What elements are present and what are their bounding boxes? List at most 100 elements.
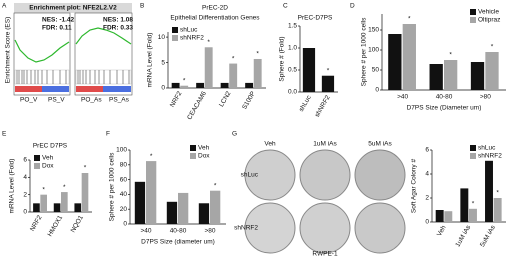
- legend-label: Dox: [198, 153, 210, 160]
- significance-mark: *: [491, 44, 494, 51]
- rank-gradient: [76, 86, 103, 92]
- legend-swatch: [190, 153, 196, 159]
- legend-swatch: [470, 145, 476, 151]
- panel-letter: C: [283, 3, 288, 10]
- significance-mark: *: [232, 55, 235, 62]
- chart-title: PrEC-D7PS: [298, 15, 333, 22]
- bar: [33, 203, 40, 212]
- nes-label: NES: 1.08: [103, 17, 133, 24]
- bar: [485, 160, 493, 222]
- bar: [469, 208, 477, 222]
- y-tick-label: 2: [23, 191, 27, 198]
- panel-letter: D: [350, 3, 355, 10]
- column-label: 5uM iAs: [368, 141, 392, 148]
- bar: [485, 52, 499, 90]
- y-tick-label: 0.0: [288, 89, 297, 96]
- x-tick-label: >80: [204, 228, 215, 235]
- legend-label: Veh: [198, 145, 210, 152]
- bar: [166, 201, 178, 224]
- bar: [220, 82, 229, 88]
- significance-mark: *: [63, 184, 66, 191]
- x-tick-label: >40: [140, 228, 151, 235]
- row-label: shNRF2: [234, 225, 258, 232]
- significance-mark: *: [256, 51, 259, 58]
- significance-mark: *: [496, 190, 499, 197]
- x-tick-label: NQO1: [70, 214, 85, 234]
- chart-title: PrEC-2D: [202, 5, 228, 12]
- bar: [245, 82, 254, 88]
- legend-swatch: [470, 17, 476, 23]
- legend-label: Vehicle: [478, 9, 499, 16]
- plate: [354, 202, 406, 254]
- bar: [493, 198, 502, 222]
- significance-mark: *: [214, 182, 217, 189]
- legend-label: shNRF2: [478, 153, 502, 160]
- bar: [229, 63, 238, 88]
- y-tick-label: 80: [120, 162, 128, 169]
- legend-label: shNRF2: [180, 35, 204, 42]
- y-tick-label: 100: [116, 147, 127, 154]
- y-tick-label: 0.5: [288, 67, 297, 74]
- phenotype-label: PO_As: [81, 97, 102, 104]
- bar: [134, 181, 146, 224]
- enrichment-title: Enrichment plot: NFE2L2.V2: [29, 5, 117, 12]
- chart-title: PrEC D7PS: [33, 143, 68, 150]
- bar: [196, 82, 205, 88]
- significance-mark: *: [150, 153, 153, 160]
- y-axis-label: Enrichment Score (ES): [5, 17, 12, 83]
- phenotype-label: PS_V: [48, 97, 65, 104]
- legend-swatch: [470, 153, 476, 159]
- y-axis-label: Sphere # (Fold): [279, 36, 286, 81]
- significance-mark: *: [472, 201, 475, 208]
- y-tick-label: 40: [120, 191, 128, 198]
- legend-swatch: [34, 155, 40, 161]
- x-axis-label: D7PS Size (Diameter um): [407, 105, 482, 112]
- panel-letter: A: [2, 3, 7, 10]
- bar: [435, 210, 444, 222]
- bar: [178, 192, 189, 224]
- y-tick-label: 150: [368, 27, 379, 34]
- bar: [204, 47, 213, 88]
- x-tick-label: >80: [480, 94, 491, 101]
- significance-mark: *: [207, 39, 210, 46]
- y-tick-label: 0: [123, 221, 127, 228]
- x-tick-label: LCN2: [218, 90, 233, 108]
- bar: [198, 203, 210, 224]
- bar: [81, 173, 89, 212]
- legend-swatch: [34, 163, 40, 169]
- legend-swatch: [190, 145, 196, 151]
- x-tick-label: >40: [397, 94, 408, 101]
- y-tick-label: 4: [23, 174, 27, 181]
- legend-label: shLuc: [478, 145, 496, 152]
- x-tick-label: CEACAM6: [186, 90, 208, 121]
- plate-images: [244, 149, 406, 254]
- fdr-label: FDR: 0.33: [103, 25, 133, 32]
- bar: [302, 48, 316, 92]
- y-tick-label: 5: [161, 59, 165, 66]
- x-tick-label: 40-80: [436, 94, 453, 101]
- hit-lines: [16, 70, 130, 84]
- row-label: shLuc: [241, 172, 259, 179]
- y-tick-label: 1.0: [288, 45, 297, 52]
- y-tick-label: 100: [368, 47, 379, 54]
- y-tick-label: 0: [23, 209, 27, 216]
- bar: [388, 34, 402, 90]
- x-tick-label: 1uM iAs: [454, 224, 472, 248]
- y-tick-label: 0: [375, 87, 379, 94]
- plate: [299, 202, 351, 254]
- x-tick-label: NRF2: [169, 90, 184, 109]
- y-axis-label: Sphere # per 1000 cells: [361, 17, 368, 86]
- significance-mark: *: [183, 77, 186, 84]
- bar: [470, 62, 485, 90]
- x-tick-label: 5uM iAs: [479, 224, 497, 248]
- phenotype-label: PS_As: [109, 97, 130, 104]
- plate: [354, 149, 406, 201]
- bar: [402, 24, 416, 90]
- y-tick-label: 50: [372, 67, 380, 74]
- significance-mark: *: [42, 186, 45, 193]
- panel-letter: G: [232, 131, 237, 138]
- y-axis-label: Sphere # per 1000 cells: [109, 152, 116, 221]
- y-tick-label: 10: [158, 34, 166, 41]
- bar: [253, 58, 262, 88]
- caption: RWPE-1: [312, 251, 338, 257]
